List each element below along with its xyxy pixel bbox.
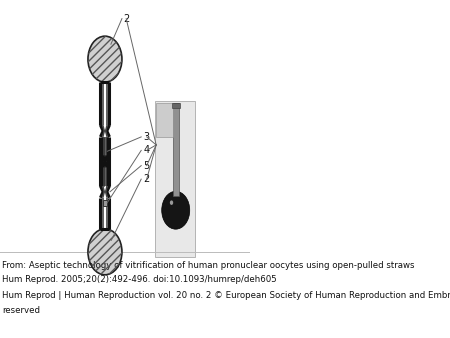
Circle shape: [88, 229, 122, 275]
Text: Hum Reprod. 2005;20(2):492-496. doi:10.1093/humrep/deh605: Hum Reprod. 2005;20(2):492-496. doi:10.1…: [3, 275, 277, 285]
Text: 2: 2: [123, 14, 130, 24]
Text: From: Aseptic technology of vitrification of human pronuclear oocytes using open: From: Aseptic technology of vitrificatio…: [3, 261, 415, 270]
Text: 2: 2: [144, 174, 150, 184]
Circle shape: [170, 200, 173, 205]
Bar: [155, 101, 195, 257]
Text: 3: 3: [144, 132, 150, 142]
Text: Hum Reprod | Human Reproduction vol. 20 no. 2 © European Society of Human Reprod: Hum Reprod | Human Reproduction vol. 20 …: [3, 291, 450, 300]
Bar: [172, 103, 180, 108]
Text: 4: 4: [144, 145, 150, 155]
Bar: [156, 103, 173, 137]
Text: 5: 5: [144, 161, 150, 171]
Text: reserved: reserved: [3, 306, 40, 315]
Circle shape: [88, 36, 122, 82]
Bar: [172, 103, 179, 196]
Bar: [103, 200, 107, 206]
Circle shape: [162, 191, 190, 229]
